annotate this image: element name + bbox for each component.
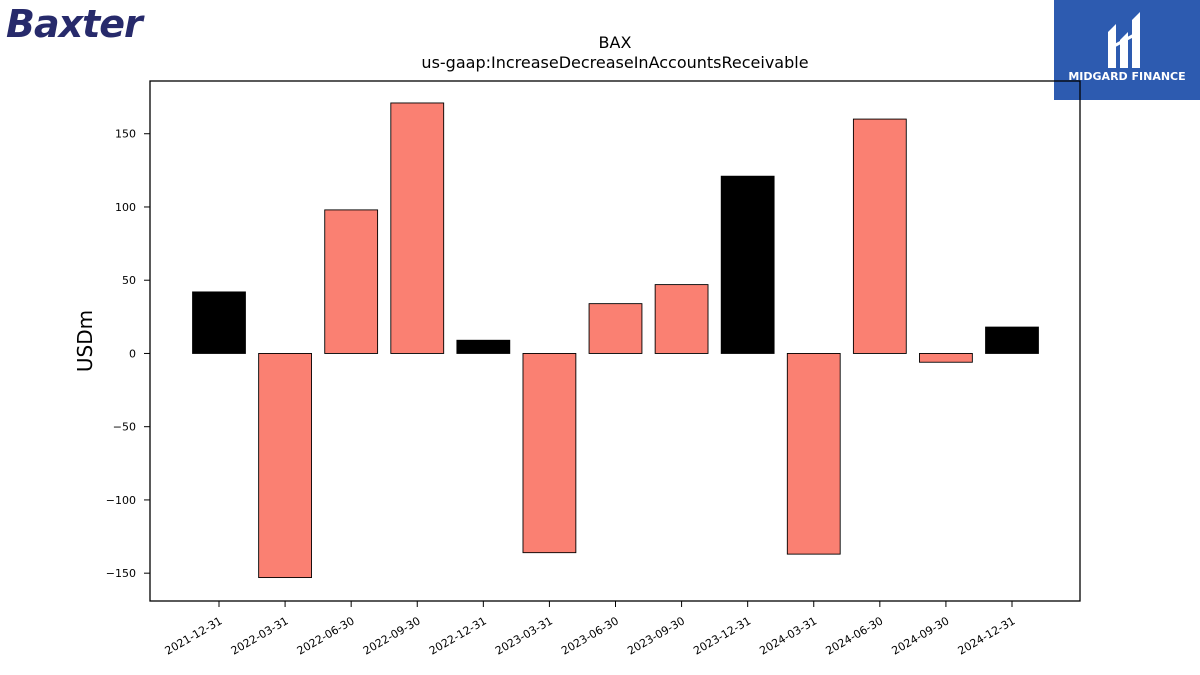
x-tick-label: 2023-09-30 [625,614,687,657]
bar-2022-06-30 [324,209,379,354]
x-tick-label: 2024-06-30 [823,614,885,657]
x-tick-label: 2022-12-31 [427,614,489,657]
bar-2021-12-31 [192,291,246,354]
bar-2024-09-30 [919,353,973,363]
bar-2023-12-31 [720,175,775,354]
midgard-finance-logo: MIDGARD FINANCE [1054,0,1200,100]
midgard-brand-text: MIDGARD FINANCE [1068,70,1186,83]
bar-2024-06-30 [852,118,907,354]
x-tick-label: 2024-09-30 [890,614,952,657]
x-axis: 2021-12-31 2022-03-31 2022-06-30 2022-09-30… [163,601,1018,658]
bar-2023-03-31 [522,353,577,554]
x-tick-label: 2024-12-31 [956,614,1018,657]
bars-group [192,102,1039,579]
x-tick-label: 2023-06-30 [559,614,621,657]
y-tick-label: 100 [115,201,136,214]
y-tick-label: −50 [113,421,136,434]
x-tick-label: 2022-03-31 [229,614,291,657]
y-tick-label: −100 [106,494,136,507]
bar-2024-03-31 [786,353,841,555]
bar-2022-03-31 [258,353,312,579]
midgard-mark-icon [1108,12,1140,68]
y-axis-label: USDm [73,310,97,372]
chart-subtitle: us-gaap:IncreaseDecreaseInAccountsReceiv… [421,53,808,72]
y-tick-label: −150 [106,567,136,580]
x-tick-label: 2021-12-31 [163,614,225,657]
bar-2022-12-31 [456,339,511,354]
y-tick-label: 50 [122,274,136,287]
x-tick-label: 2022-09-30 [361,614,423,657]
bar-2023-06-30 [588,303,643,354]
y-tick-label: 0 [129,347,136,360]
bar-2024-12-31 [985,326,1039,354]
x-tick-label: 2024-03-31 [757,614,819,657]
x-tick-label: 2023-03-31 [493,614,555,657]
chart-title: BAX [599,33,632,52]
x-tick-label: 2023-12-31 [691,614,753,657]
y-axis: 150 100 50 0 −50 −100 −150 [106,128,150,580]
x-tick-label: 2022-06-30 [295,614,357,657]
bar-2023-09-30 [654,284,709,354]
bar-2022-09-30 [390,102,445,354]
baxter-logo: Baxter [6,2,143,46]
y-tick-label: 150 [115,128,136,141]
